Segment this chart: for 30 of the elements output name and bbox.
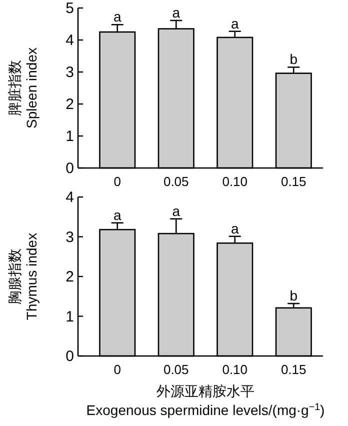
y-axis-title: 脾脏指数 Spleen index <box>6 48 40 128</box>
y-tick-label: 3 <box>66 64 74 81</box>
y-tick-label: 2 <box>66 268 74 286</box>
x-tick-label: 0.10 <box>222 362 248 377</box>
y-tick-label: 5 <box>66 0 74 17</box>
y-axis-title: 胸腺指数 Thymus index <box>6 232 40 320</box>
annotation: a <box>113 206 122 223</box>
annotation: b <box>290 51 298 68</box>
annotation: b <box>290 288 298 304</box>
y-tick-label: 1 <box>66 128 74 145</box>
x-tick-label: 0.10 <box>222 174 248 189</box>
x-tick-label: 0 <box>114 174 121 189</box>
y-tick-label: 0 <box>66 160 74 177</box>
y-tick-label: 4 <box>66 189 74 206</box>
annotation: a <box>113 8 122 25</box>
y-tick-label: 3 <box>66 228 74 246</box>
x-tick-label: 0.05 <box>163 362 189 377</box>
annotation: a <box>230 15 239 32</box>
annotation: a <box>172 4 180 20</box>
x-tick-label: 0 <box>114 362 121 377</box>
annotation: a <box>172 202 180 219</box>
y-tick-label: 1 <box>66 308 74 326</box>
y-tick-label: 4 <box>66 32 74 49</box>
x-axis-title: 外源亚精胺水平 Exogenous spermidine levels/(mg·g$^{−1}$) <box>86 383 325 418</box>
y-tick-label: 0 <box>66 348 74 365</box>
y-tick-label: 2 <box>66 96 74 113</box>
annotation: a <box>230 220 239 236</box>
x-tick-label: 0.15 <box>280 174 306 189</box>
x-tick-label: 0.15 <box>280 362 306 377</box>
x-tick-label: 0.05 <box>163 174 189 189</box>
